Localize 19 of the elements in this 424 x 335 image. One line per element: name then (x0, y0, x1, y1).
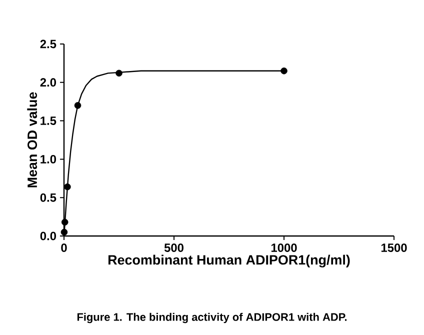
y-tick-label: 2.0 (40, 78, 56, 87)
point (280, 67, 288, 74)
y-tick-label: 1.5 (40, 116, 56, 125)
y-tick-label: 0.0 (40, 232, 56, 240)
point (61, 218, 68, 226)
point (74, 102, 82, 109)
y-tick-label: 2.5 (40, 40, 56, 48)
point (60, 228, 68, 236)
x-tick-label: 1500 (381, 244, 407, 252)
y-tick-label: 1.0 (40, 154, 56, 164)
point (64, 183, 71, 190)
x-axis-title: Recombinant Human ADIPOR1(ng/ml) (108, 254, 350, 268)
y-tick-label: 0.5 (40, 193, 56, 202)
x-tick-label: 500 (164, 244, 184, 252)
x-tick-label: 1000 (271, 244, 297, 252)
caption: Figure 1. The binding activity of ADIPOR1 with ADP. (77, 312, 347, 324)
point (116, 70, 122, 77)
y-axis-title: Mean OD value (27, 92, 38, 188)
x-tick-label: 0 (61, 244, 67, 252)
